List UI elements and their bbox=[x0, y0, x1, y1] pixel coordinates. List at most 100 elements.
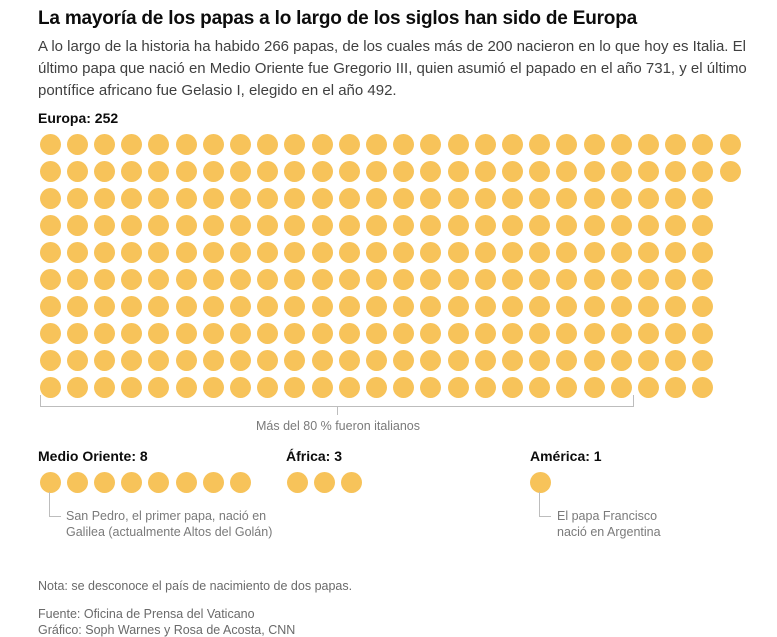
dot-europa bbox=[420, 350, 442, 372]
dot-europa bbox=[420, 187, 442, 209]
dot-europa bbox=[121, 241, 143, 263]
dot-europa bbox=[583, 350, 605, 372]
dot-europa bbox=[284, 160, 306, 182]
dot-europa bbox=[637, 214, 659, 236]
dot-europa bbox=[39, 187, 61, 209]
dot-europa bbox=[474, 296, 496, 318]
dot-europa bbox=[474, 377, 496, 399]
dot-europa bbox=[365, 350, 387, 372]
dot-europa bbox=[610, 269, 632, 290]
dot-europa bbox=[529, 377, 551, 399]
dot-europa bbox=[39, 241, 61, 263]
dot-europa bbox=[175, 296, 197, 318]
dot-europa bbox=[692, 269, 714, 290]
dot-europa bbox=[692, 241, 714, 263]
dot-europa bbox=[665, 377, 687, 399]
dot-europa bbox=[284, 377, 306, 399]
dot-europa bbox=[148, 350, 170, 372]
dot-europa bbox=[284, 296, 306, 318]
dot-europa bbox=[529, 296, 551, 318]
dot-europa bbox=[692, 323, 714, 345]
annotation-line-h2 bbox=[539, 516, 551, 517]
dot-europa bbox=[66, 160, 88, 182]
dot-europa bbox=[257, 377, 279, 399]
dot-europa bbox=[529, 350, 551, 372]
dot-europa bbox=[229, 269, 251, 290]
dot-europa bbox=[529, 241, 551, 263]
dot-europa bbox=[202, 269, 224, 290]
dot-europa bbox=[474, 214, 496, 236]
dot-europa bbox=[719, 160, 741, 182]
credit: Gráfico: Soph Warnes y Rosa de Acosta, C… bbox=[38, 623, 296, 637]
dot-europa bbox=[501, 241, 523, 263]
dot-europa bbox=[529, 133, 551, 155]
dot-europa bbox=[474, 160, 496, 182]
dot-europa bbox=[665, 350, 687, 372]
dot-europa bbox=[338, 323, 360, 345]
dot-europa bbox=[311, 241, 333, 263]
dot-europa bbox=[447, 269, 469, 290]
dot-europa bbox=[583, 241, 605, 263]
dot-europa bbox=[338, 377, 360, 399]
dot-europa bbox=[229, 241, 251, 263]
dot-europa bbox=[39, 377, 61, 399]
dot-europa bbox=[501, 377, 523, 399]
dot-europa bbox=[66, 214, 88, 236]
dot-europa bbox=[420, 241, 442, 263]
dot-medio-oriente bbox=[175, 471, 197, 493]
dot-europa bbox=[610, 187, 632, 209]
dot-europa bbox=[692, 133, 714, 155]
dot-europa bbox=[229, 214, 251, 236]
dot-europa bbox=[665, 241, 687, 263]
dot-europa bbox=[257, 214, 279, 236]
dot-europa bbox=[393, 269, 415, 290]
dot-europa bbox=[202, 133, 224, 155]
dot-europa bbox=[93, 377, 115, 399]
dot-europa bbox=[692, 160, 714, 182]
dot-europa bbox=[148, 160, 170, 182]
dot-europa bbox=[284, 323, 306, 345]
dot-europa bbox=[229, 187, 251, 209]
dot-medio-oriente bbox=[148, 471, 170, 493]
dot-europa bbox=[93, 350, 115, 372]
dot-europa bbox=[556, 241, 578, 263]
dot-europa bbox=[148, 133, 170, 155]
dot-europa bbox=[529, 323, 551, 345]
dot-europa bbox=[202, 241, 224, 263]
dot-europa bbox=[583, 269, 605, 290]
dot-europa bbox=[229, 350, 251, 372]
annotation-line-h bbox=[49, 516, 61, 517]
dot-europa bbox=[284, 350, 306, 372]
dot-europa bbox=[257, 133, 279, 155]
chart-subtitle: A lo largo de la historia ha habido 266 … bbox=[38, 38, 747, 99]
dot-europa bbox=[39, 160, 61, 182]
dot-europa bbox=[66, 350, 88, 372]
dot-europa bbox=[365, 323, 387, 345]
dot-europa bbox=[338, 296, 360, 318]
dot-europa bbox=[175, 323, 197, 345]
dot-medio-oriente bbox=[66, 471, 88, 493]
dot-europa bbox=[175, 350, 197, 372]
dot-europa bbox=[447, 323, 469, 345]
dot-europa bbox=[338, 187, 360, 209]
dot-europa bbox=[393, 350, 415, 372]
dot-europa bbox=[338, 160, 360, 182]
dot-europa bbox=[257, 296, 279, 318]
source: Fuente: Oficina de Prensa del Vaticano bbox=[38, 607, 255, 621]
dot-europa bbox=[66, 296, 88, 318]
dot-europa bbox=[529, 269, 551, 290]
dot-europa bbox=[447, 296, 469, 318]
dot-europa bbox=[93, 160, 115, 182]
dot-europa bbox=[447, 350, 469, 372]
dot-europa bbox=[610, 160, 632, 182]
dot-europa bbox=[202, 350, 224, 372]
dot-europa bbox=[365, 214, 387, 236]
dot-africa bbox=[340, 471, 362, 493]
dot-europa bbox=[202, 377, 224, 399]
dot-europa bbox=[284, 187, 306, 209]
dot-europa bbox=[393, 187, 415, 209]
dot-europa bbox=[229, 160, 251, 182]
dot-europa bbox=[637, 269, 659, 290]
dot-europa bbox=[175, 133, 197, 155]
